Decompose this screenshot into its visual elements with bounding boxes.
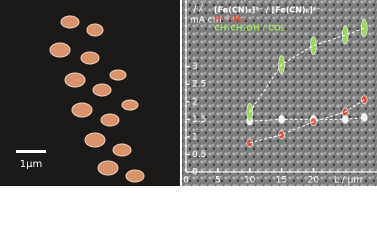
legend-entry: CH₃CH₂OH / CO₂: [214, 24, 285, 33]
y-tick-label: 2.5: [192, 80, 206, 90]
trend-line: [249, 117, 365, 122]
y-tick-label: 1: [192, 132, 198, 142]
data-point: [360, 95, 368, 104]
scale-label: 1µm: [20, 159, 42, 170]
y-axis-unit: mA cm⁻²: [190, 16, 230, 26]
y-tick-label: 0: [192, 168, 198, 178]
sem-image: 1µm: [0, 0, 180, 186]
x-tick-label: 20: [308, 176, 320, 186]
figure: 1µm 0 0.5 1 1.5 2 2.5 3 0 5 10 15 20 L / µm j / mA cm⁻…: [0, 0, 377, 186]
data-point: [310, 36, 317, 55]
x-tick-label: 0: [183, 176, 189, 186]
data-point: [360, 18, 368, 38]
x-axis-label: L / µm: [334, 176, 362, 186]
legend-entry: [Fe(CN)₆]³⁻ / [Fe(CN)₆]⁴⁻: [214, 6, 320, 15]
legend-entry: H⁺ / H₂: [214, 15, 244, 24]
x-tick-label: 15: [276, 176, 287, 186]
trend-line: [249, 99, 365, 144]
x-tick-label: 5: [215, 176, 221, 186]
y-tick-label: 1.5: [192, 115, 206, 125]
x-tick-label: 10: [244, 176, 256, 186]
y-tick-label: 2: [192, 97, 198, 107]
y-tick-label: 0.5: [192, 150, 206, 160]
y-axis-label: j /: [192, 4, 203, 14]
y-tick-label: 3: [192, 62, 198, 72]
